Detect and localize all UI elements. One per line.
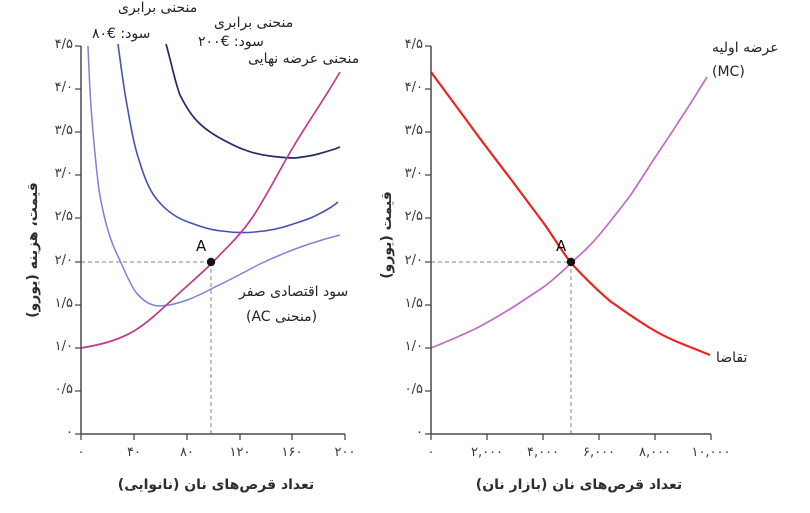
left-x-tick-label: ۸۰ — [180, 445, 194, 460]
right-y-tick-label: ۴/۵ — [404, 37, 423, 52]
left-y-tick-label: ۳/۰ — [54, 166, 73, 181]
marginal-supply-curve-label: منحنی عرضه نهایی — [248, 51, 360, 67]
isoprofit-80-label-line1: منحنی برابری — [118, 0, 198, 16]
ac-curve-label-line2: (منحنی AC) — [246, 309, 318, 325]
dashed-guides — [81, 261, 572, 434]
right-y-tick-label: ۱/۵ — [404, 296, 423, 311]
left-y-tick-label: ۲/۵ — [54, 209, 73, 224]
right-y-tick-label: ۳/۰ — [404, 166, 423, 181]
isoprofit-200-label-line2: سود: €۲۰۰ — [198, 34, 264, 50]
left-x-tick-label: ۰ — [77, 445, 85, 460]
market-supply-label-line1: عرضه اولیه — [712, 40, 779, 56]
left-y-tick-label: ۰/۵ — [54, 382, 73, 397]
left-x-axis-title: تعداد قرص‌های نان (نانوایی) — [117, 477, 315, 493]
right-y-tick-label: ۰/۵ — [404, 382, 423, 397]
ac-curve — [87, 45, 341, 307]
demand-curve-label: تقاضا — [716, 350, 748, 366]
right-x-tick-label: ۶,۰۰۰ — [582, 445, 616, 460]
left-y-tick-label: ۴/۰ — [54, 80, 73, 95]
right-y-tick-label: ۰ — [416, 425, 423, 440]
right-x-tick-label: ۱۰,۰۰۰ — [691, 445, 731, 460]
point-a-left-label: A — [196, 237, 207, 255]
isoprofit-200-curve — [165, 43, 341, 159]
left-x-tick-label: ۲۰۰ — [334, 445, 356, 460]
right-x-ticks — [430, 434, 712, 440]
tick-marks — [75, 45, 712, 440]
right-y-tick-label: ۲/۵ — [404, 209, 423, 224]
right-x-tick-label: ۸,۰۰۰ — [638, 445, 672, 460]
right-y-tick-label: ۴/۰ — [404, 80, 423, 95]
right-y-tick-label: ۱/۰ — [404, 339, 423, 354]
right-x-axis-title: تعداد قرص‌های نان (بازار نان) — [475, 477, 683, 493]
isoprofit-200-label-line1: منحنی برابری — [214, 15, 294, 31]
left-y-ticks — [75, 45, 81, 435]
right-x-tick-label: ۲,۰۰۰ — [470, 445, 504, 460]
left-y-tick-label: ۰ — [66, 425, 73, 440]
right-y-ticks — [425, 45, 431, 435]
right-x-tick-label: ۴,۰۰۰ — [526, 445, 560, 460]
point-a-left-dot — [206, 257, 216, 267]
point-a-right-dot — [566, 257, 576, 267]
left-y-tick-label: ۴/۵ — [54, 37, 73, 52]
ac-curve-label-line1: سود اقتصادی صفر — [239, 284, 349, 300]
isoprofit-80-curve — [117, 43, 339, 234]
left-x-tick-label: ۱۲۰ — [229, 445, 251, 460]
left-y-tick-label: ۳/۵ — [54, 123, 73, 138]
left-y-tick-label: ۱/۵ — [54, 296, 73, 311]
right-y-axis-title: قیمت (یورو) — [379, 191, 395, 279]
left-x-ticks — [80, 434, 346, 440]
market-supply-label-line2: (MC) — [712, 64, 745, 80]
left-x-tick-label: ۱۶۰ — [281, 445, 303, 460]
isoprofit-80-label-line2: سود: €۸۰ — [92, 26, 151, 42]
right-x-tick-label: ۰ — [427, 445, 435, 460]
left-x-tick-label: ۴۰ — [127, 445, 141, 460]
point-a-right-label: A — [556, 237, 567, 255]
left-y-tick-label: ۱/۰ — [54, 339, 73, 354]
right-y-tick-label: ۳/۵ — [404, 123, 423, 138]
left-y-tick-label: ۲/۰ — [54, 253, 73, 268]
market-supply-curve — [430, 76, 708, 349]
right-y-tick-label: ۲/۰ — [404, 253, 423, 268]
left-axes-spine — [80, 46, 345, 435]
